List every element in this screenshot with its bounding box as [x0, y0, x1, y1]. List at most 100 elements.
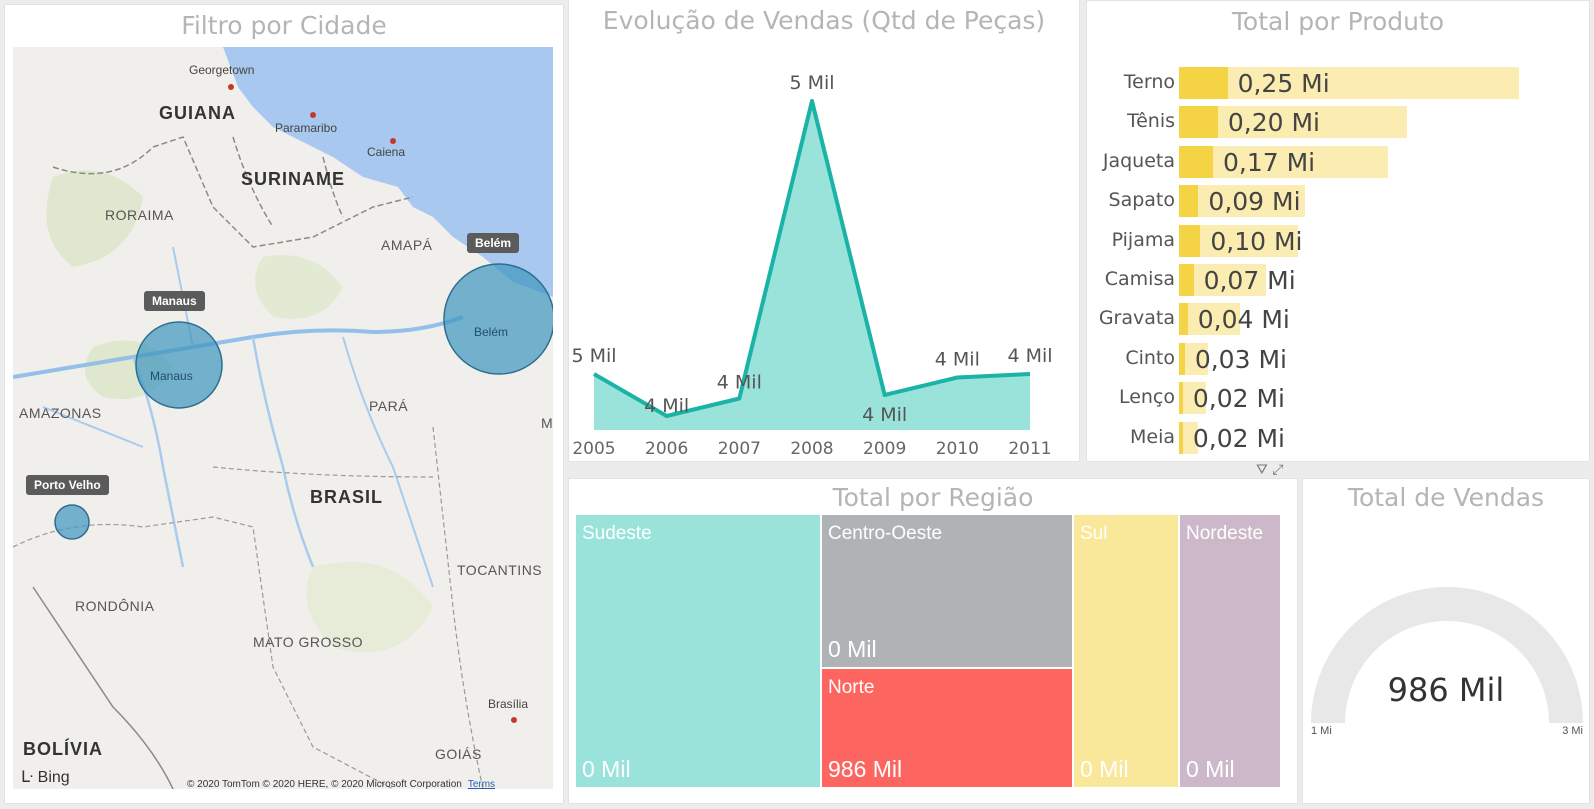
bar-chart-visual[interactable]: Total por Produto Terno 0,25 Mi Tênis 0,20 … [1086, 0, 1590, 462]
line-chart-visual[interactable]: Evolução de Vendas (Qtd de Peças) 5 Mil 2… [568, 0, 1080, 462]
bar-background[interactable] [1179, 303, 1241, 336]
bar[interactable] [1179, 67, 1228, 99]
map-canvas[interactable] [13, 47, 553, 789]
treemap-visual[interactable]: Total por Região Sudeste 0 Mil Centro-Oe… [568, 478, 1298, 804]
bar-background[interactable] [1179, 264, 1267, 296]
state-label: RORAIMA [105, 207, 174, 223]
bubble-belem[interactable] [443, 263, 553, 375]
tile-name: Centro-Oeste [828, 523, 943, 544]
gauge-max-label: 3 Mi [1562, 725, 1583, 737]
tile-value: 0 Mil [828, 636, 877, 662]
bar-category-label: Sapato [1108, 189, 1175, 212]
gauge-title: Total de Vendas [1347, 483, 1545, 512]
bar-row[interactable]: Terno 0,25 Mi [1087, 65, 1589, 99]
map-title: Filtro por Cidade [181, 11, 387, 40]
state-label: RONDÔNIA [75, 598, 155, 614]
bar-background[interactable] [1179, 185, 1306, 218]
bar-category-label: Terno [1123, 71, 1175, 93]
treemap-tile-nordeste[interactable]: Nordeste 0 Mil [1180, 515, 1280, 787]
filter-icon[interactable]: ⛛ [1256, 462, 1268, 478]
state-label: GOIÁS [435, 746, 482, 762]
state-label: TOCANTINS [457, 562, 543, 578]
country-label: BRASIL [310, 487, 383, 507]
bar-background[interactable] [1179, 421, 1199, 454]
city-label: Paramaribo [275, 121, 338, 135]
bar-row[interactable]: Jaqueta 0,17 Mi [1087, 144, 1589, 178]
bar-row[interactable]: Sapato 0,09 Mi [1087, 183, 1589, 218]
gauge-value: 986 Mil [1387, 671, 1505, 709]
bar-row[interactable]: Lenço 0,02 Mi [1087, 380, 1589, 415]
bar[interactable] [1179, 421, 1183, 454]
line-chart-svg: 5 Mil 2005 4 Mil 2006 4 Mil 2007 5 Mil 2008 4 Mi… [571, 72, 1052, 459]
bar-category-label: Pijama [1111, 228, 1175, 251]
country-label: SURINAME [241, 169, 346, 189]
tile-name: Sudeste [582, 523, 652, 544]
bar[interactable] [1179, 145, 1213, 178]
treemap-tile-centro-oeste[interactable]: Centro-Oeste 0 Mil [822, 515, 1072, 667]
bar-row[interactable]: Tênis 0,20 Mi [1087, 104, 1589, 139]
line-chart-title: Evolução de Vendas (Qtd de Peças) [602, 6, 1046, 35]
bar-data-label: 0,25 Mi [1237, 69, 1330, 98]
state-label: MATO GROSSO [253, 634, 363, 650]
map-copyright: © 2020 TomTom © 2020 HERE, © 2020 Micros… [187, 779, 496, 790]
bubble-label-belem: Belém [474, 325, 509, 339]
bubble-porto-velho[interactable] [54, 504, 90, 540]
treemap-tile-sul[interactable]: Sul 0 Mil [1074, 515, 1178, 787]
bubble-label-manaus: Manaus [150, 369, 193, 383]
x-tick-label: 2006 [645, 439, 688, 459]
bar-data-label: 0,17 Mi [1223, 147, 1316, 177]
bing-icon: ᒷ [21, 769, 34, 786]
bar-row[interactable]: Cinto 0,03 Mi [1087, 341, 1589, 375]
bar[interactable] [1179, 264, 1194, 296]
focus-mode-icon[interactable]: ⤢ [1272, 462, 1284, 478]
x-tick-label: 2010 [936, 439, 979, 459]
bar[interactable] [1179, 303, 1188, 336]
data-label: 5 Mil [789, 72, 834, 94]
bar-data-label: 0,20 Mi [1227, 108, 1320, 138]
bar-data-label: 0,02 Mi [1192, 384, 1286, 414]
treemap-tile-sudeste[interactable]: Sudeste 0 Mil [576, 515, 820, 787]
bar[interactable] [1179, 342, 1185, 375]
city-label: Georgetown [189, 63, 255, 77]
terms-link[interactable]: Terms [467, 779, 496, 790]
gauge-svg [1311, 587, 1583, 723]
bubble-manaus[interactable] [135, 321, 223, 409]
bar-category-label: Tênis [1127, 110, 1175, 133]
bar-category-label: Lenço [1118, 386, 1175, 409]
bar-row[interactable]: Camisa 0,07 Mi [1087, 262, 1589, 296]
country-label: BOLÍVIA [23, 739, 104, 759]
bar-row[interactable]: Pijama 0,10 Mi [1087, 223, 1589, 257]
data-label: 4 Mil [935, 349, 980, 371]
treemap-tile-norte[interactable]: Norte 986 Mil [822, 669, 1072, 787]
gauge-visual[interactable]: Total de Vendas 986 Mil 1 Mi 3 Mi [1302, 478, 1590, 804]
bar-background[interactable] [1179, 382, 1207, 415]
bar[interactable] [1179, 185, 1199, 218]
data-label: 4 Mil [644, 395, 689, 417]
x-tick-label: 2008 [790, 439, 833, 459]
treemap-title: Total por Região [832, 483, 1034, 512]
bar-background[interactable] [1179, 145, 1388, 178]
tile-name: Nordeste [1186, 523, 1264, 544]
bar-data-label: 0,02 Mi [1192, 423, 1286, 453]
bar-background[interactable] [1179, 67, 1519, 99]
bar-row[interactable]: Meia 0,02 Mi [1087, 420, 1589, 454]
x-tick-label: 2007 [718, 439, 761, 459]
city-label: Caiena [367, 145, 406, 159]
bar-category-label: Meia [1129, 425, 1175, 448]
bar-data-label: 0,04 Mi [1197, 305, 1290, 335]
data-label: 4 Mil [717, 372, 762, 394]
bubble-tag-belem: Belém [467, 233, 520, 253]
bar-row[interactable]: Gravata 0,04 Mi [1087, 301, 1589, 336]
bar-category-label: Camisa [1104, 268, 1175, 290]
state-label: M [541, 415, 554, 431]
gauge-track [1311, 587, 1583, 723]
bar[interactable] [1179, 106, 1218, 139]
bar[interactable] [1179, 382, 1183, 415]
data-label: 5 Mil [571, 345, 616, 367]
map-visual[interactable]: Filtro por Cidade Georgetown [4, 4, 564, 804]
data-label: 4 Mil [1007, 345, 1052, 367]
state-label: AMAPÁ [381, 237, 433, 253]
bubble-tag-manaus: Manaus [144, 291, 205, 311]
bar[interactable] [1179, 224, 1201, 257]
x-tick-label: 2011 [1008, 439, 1051, 459]
